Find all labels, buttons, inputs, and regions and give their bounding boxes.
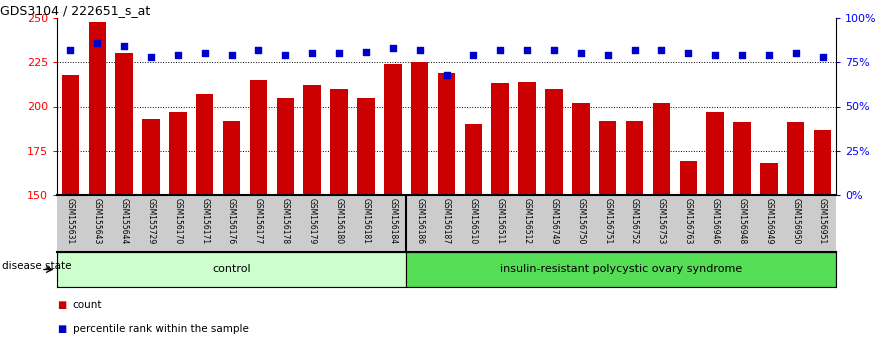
Point — [412, 47, 426, 53]
Text: GSM156510: GSM156510 — [469, 198, 478, 244]
Point — [278, 52, 292, 58]
Bar — [464, 124, 482, 195]
Point — [816, 54, 830, 60]
Text: count: count — [73, 300, 102, 310]
Text: GSM156178: GSM156178 — [281, 198, 290, 244]
Text: ■: ■ — [57, 300, 66, 310]
Bar — [760, 163, 778, 195]
Bar — [277, 98, 294, 195]
Bar — [518, 82, 536, 195]
Point — [171, 52, 185, 58]
Text: GSM156750: GSM156750 — [576, 198, 585, 244]
Text: GSM156950: GSM156950 — [791, 198, 800, 244]
Text: GSM156171: GSM156171 — [200, 198, 210, 244]
Bar — [89, 22, 106, 195]
Point — [574, 51, 588, 56]
Text: GSM156186: GSM156186 — [415, 198, 424, 244]
Point — [708, 52, 722, 58]
Point — [762, 52, 776, 58]
Bar — [599, 121, 617, 195]
Point — [359, 49, 373, 55]
Point — [655, 47, 669, 53]
Bar — [115, 53, 133, 195]
Point — [735, 52, 749, 58]
Text: GSM156949: GSM156949 — [765, 198, 774, 244]
Bar — [303, 85, 321, 195]
Text: GSM156181: GSM156181 — [361, 198, 370, 244]
Text: GSM156752: GSM156752 — [630, 198, 639, 244]
Bar — [62, 75, 79, 195]
Bar — [814, 130, 832, 195]
Text: GSM155643: GSM155643 — [93, 198, 102, 244]
Bar — [626, 121, 643, 195]
Text: GSM155729: GSM155729 — [146, 198, 156, 244]
Bar — [411, 62, 428, 195]
Bar — [406, 252, 836, 287]
Point — [601, 52, 615, 58]
Point — [305, 51, 319, 56]
Text: GSM155644: GSM155644 — [120, 198, 129, 244]
Text: GSM156176: GSM156176 — [227, 198, 236, 244]
Bar — [679, 161, 697, 195]
Point — [547, 47, 561, 53]
Text: GSM156753: GSM156753 — [657, 198, 666, 244]
Bar — [438, 73, 455, 195]
Text: GSM156511: GSM156511 — [496, 198, 505, 244]
Text: GSM156177: GSM156177 — [254, 198, 263, 244]
Text: GSM156184: GSM156184 — [389, 198, 397, 244]
Bar — [357, 98, 374, 195]
Text: GSM156179: GSM156179 — [307, 198, 316, 244]
Point — [788, 51, 803, 56]
Text: insulin-resistant polycystic ovary syndrome: insulin-resistant polycystic ovary syndr… — [500, 264, 742, 274]
Bar — [787, 122, 804, 195]
Text: GSM156180: GSM156180 — [335, 198, 344, 244]
Bar — [707, 112, 724, 195]
Point — [520, 47, 534, 53]
Point — [681, 51, 695, 56]
Text: ■: ■ — [57, 325, 66, 335]
Bar — [545, 89, 563, 195]
Bar — [196, 94, 213, 195]
Bar — [249, 80, 267, 195]
Text: GSM156948: GSM156948 — [737, 198, 746, 244]
Bar — [57, 252, 406, 287]
Point — [466, 52, 480, 58]
Point — [627, 47, 641, 53]
Bar — [733, 122, 751, 195]
Point — [493, 47, 507, 53]
Text: GSM156763: GSM156763 — [684, 198, 692, 244]
Point — [386, 45, 400, 51]
Bar — [223, 121, 241, 195]
Point — [63, 47, 78, 53]
Point — [197, 51, 211, 56]
Text: disease state: disease state — [2, 261, 71, 271]
Point — [144, 54, 158, 60]
Bar — [384, 64, 402, 195]
Text: GSM156170: GSM156170 — [174, 198, 182, 244]
Text: GDS3104 / 222651_s_at: GDS3104 / 222651_s_at — [0, 4, 151, 17]
Text: GSM156512: GSM156512 — [522, 198, 531, 244]
Bar — [492, 84, 509, 195]
Point — [117, 44, 131, 49]
Bar — [572, 103, 589, 195]
Text: GSM156187: GSM156187 — [442, 198, 451, 244]
Point — [90, 40, 104, 46]
Point — [332, 51, 346, 56]
Bar — [169, 112, 187, 195]
Point — [440, 72, 454, 78]
Text: GSM155631: GSM155631 — [66, 198, 75, 244]
Text: percentile rank within the sample: percentile rank within the sample — [73, 325, 248, 335]
Bar — [653, 103, 670, 195]
Bar — [143, 119, 159, 195]
Text: GSM156946: GSM156946 — [711, 198, 720, 244]
Text: GSM156951: GSM156951 — [818, 198, 827, 244]
Text: control: control — [212, 264, 251, 274]
Point — [225, 52, 239, 58]
Bar — [330, 89, 348, 195]
Text: GSM156751: GSM156751 — [603, 198, 612, 244]
Text: GSM156749: GSM156749 — [550, 198, 559, 244]
Point — [251, 47, 265, 53]
